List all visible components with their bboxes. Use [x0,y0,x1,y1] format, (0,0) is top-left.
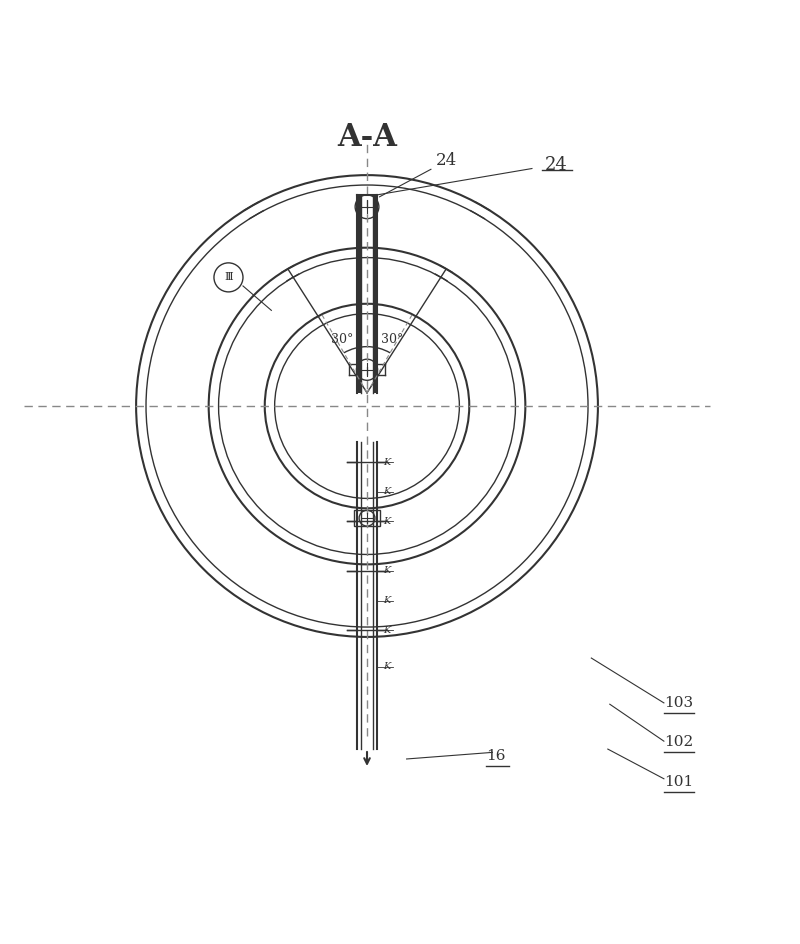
Text: 16: 16 [486,749,506,763]
Bar [373,194,377,393]
Text: K: K [383,487,390,497]
Text: 24: 24 [545,156,568,175]
Text: 102: 102 [664,735,693,750]
Text: K: K [383,626,390,634]
Text: K: K [383,662,390,671]
Text: K: K [383,597,390,605]
Text: K: K [383,458,390,466]
Text: A-A: A-A [337,123,397,153]
Text: 30°: 30° [330,333,353,346]
Text: 101: 101 [664,775,693,789]
Bar [357,194,361,393]
Text: 30°: 30° [381,333,403,346]
Text: 24: 24 [379,152,458,197]
Bar [354,511,379,526]
Text: 103: 103 [664,696,693,710]
Text: K: K [383,566,390,576]
Text: Ⅲ: Ⅲ [224,273,233,282]
Text: K: K [383,517,390,526]
